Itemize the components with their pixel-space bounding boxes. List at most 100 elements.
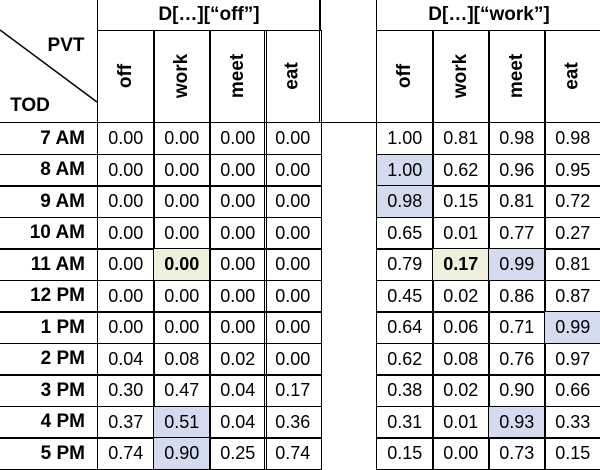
row-label: 5 PM bbox=[0, 437, 98, 470]
value-cell: 0.08 bbox=[153, 342, 211, 376]
gap-header bbox=[319, 0, 377, 123]
row-label: 8 AM bbox=[0, 153, 98, 187]
column-header: meet bbox=[209, 29, 267, 123]
column-header: work bbox=[432, 29, 490, 123]
value-cell: 0.00 bbox=[264, 122, 322, 155]
value-cell: 0.95 bbox=[544, 153, 600, 187]
value-cell: 0.77 bbox=[488, 216, 546, 250]
value-cell: 0.36 bbox=[264, 405, 322, 439]
value-cell: 0.74 bbox=[97, 437, 155, 470]
value-cell: 0.65 bbox=[376, 216, 434, 250]
column-header-text: meet bbox=[505, 54, 527, 99]
row-label: 4 PM bbox=[0, 405, 98, 439]
column-header-text: off bbox=[114, 64, 136, 89]
value-cell: 0.04 bbox=[97, 342, 155, 376]
value-cell: 0.01 bbox=[432, 216, 490, 250]
value-cell: 0.72 bbox=[544, 185, 600, 218]
value-cell: 0.98 bbox=[488, 122, 546, 155]
column-header-text: meet bbox=[226, 54, 248, 99]
value-cell: 0.15 bbox=[432, 185, 490, 218]
value-cell: 0.47 bbox=[153, 374, 211, 407]
value-cell: 1.00 bbox=[376, 153, 434, 187]
value-cell: 0.00 bbox=[153, 279, 211, 313]
corner-top: PVT bbox=[47, 35, 85, 56]
row-label: 3 PM bbox=[0, 374, 98, 407]
value-cell: 0.17 bbox=[432, 248, 490, 281]
value-cell: 0.00 bbox=[209, 216, 267, 250]
value-cell: 0.96 bbox=[488, 153, 546, 187]
value-cell: 0.00 bbox=[264, 248, 322, 281]
value-cell: 0.00 bbox=[97, 311, 155, 344]
row-label: 2 PM bbox=[0, 342, 98, 376]
value-cell: 0.00 bbox=[97, 216, 155, 250]
corner-bottom: TOD bbox=[10, 95, 50, 116]
row-label: 12 PM bbox=[0, 279, 98, 313]
column-header-text: eat bbox=[281, 62, 303, 90]
value-cell: 0.15 bbox=[376, 437, 434, 470]
value-cell: 0.04 bbox=[209, 405, 267, 439]
value-cell: 0.00 bbox=[97, 122, 155, 155]
column-header-text: off bbox=[393, 64, 415, 89]
column-header: eat bbox=[264, 29, 322, 123]
value-cell: 0.87 bbox=[544, 279, 600, 313]
value-cell: 0.00 bbox=[209, 153, 267, 187]
value-cell: 0.01 bbox=[432, 405, 490, 439]
column-header: eat bbox=[544, 29, 600, 123]
value-cell: 0.00 bbox=[153, 185, 211, 218]
value-cell: 0.08 bbox=[432, 342, 490, 376]
column-header-text: work bbox=[449, 54, 471, 99]
column-header-text: work bbox=[170, 54, 192, 99]
corner-diagonal bbox=[0, 29, 98, 103]
value-cell: 0.27 bbox=[544, 216, 600, 250]
value-cell: 0.90 bbox=[153, 437, 211, 470]
column-header: work bbox=[153, 29, 211, 123]
value-cell: 0.25 bbox=[209, 437, 267, 470]
value-cell: 0.00 bbox=[97, 279, 155, 313]
value-cell: 0.00 bbox=[97, 185, 155, 218]
value-cell: 0.62 bbox=[432, 153, 490, 187]
value-cell: 0.99 bbox=[544, 311, 600, 344]
value-cell: 0.37 bbox=[97, 405, 155, 439]
value-cell: 0.02 bbox=[432, 279, 490, 313]
value-cell: 0.66 bbox=[544, 374, 600, 407]
value-cell: 0.00 bbox=[209, 248, 267, 281]
value-cell: 0.02 bbox=[209, 342, 267, 376]
value-cell: 0.00 bbox=[264, 279, 322, 313]
value-cell: 0.15 bbox=[544, 437, 600, 470]
value-cell: 0.62 bbox=[376, 342, 434, 376]
value-cell: 1.00 bbox=[376, 122, 434, 155]
row-label: 1 PM bbox=[0, 311, 98, 344]
column-header: meet bbox=[488, 29, 546, 123]
group-header: D[…][“work”] bbox=[376, 0, 600, 31]
value-cell: 0.00 bbox=[153, 153, 211, 187]
row-label: 7 AM bbox=[0, 122, 98, 155]
value-cell: 0.00 bbox=[432, 437, 490, 470]
value-cell: 0.64 bbox=[376, 311, 434, 344]
row-label: 10 AM bbox=[0, 216, 98, 250]
column-header: off bbox=[376, 29, 434, 123]
value-cell: 0.81 bbox=[432, 122, 490, 155]
value-cell: 0.00 bbox=[209, 185, 267, 218]
group-header: D[…][“off”] bbox=[97, 0, 321, 31]
value-cell: 0.98 bbox=[544, 122, 600, 155]
row-label: 11 AM bbox=[0, 248, 98, 281]
value-cell: 0.97 bbox=[544, 342, 600, 376]
value-cell: 0.81 bbox=[488, 185, 546, 218]
value-cell: 0.73 bbox=[488, 437, 546, 470]
value-cell: 0.00 bbox=[97, 153, 155, 187]
value-cell: 0.86 bbox=[488, 279, 546, 313]
value-cell: 0.02 bbox=[432, 374, 490, 407]
value-cell: 0.31 bbox=[376, 405, 434, 439]
value-cell: 0.00 bbox=[209, 279, 267, 313]
value-cell: 0.00 bbox=[264, 342, 322, 376]
column-header-text: eat bbox=[561, 62, 583, 90]
value-cell: 0.00 bbox=[209, 122, 267, 155]
corner-frame bbox=[0, 0, 98, 123]
value-cell: 0.00 bbox=[153, 311, 211, 344]
value-cell: 0.00 bbox=[153, 248, 211, 281]
value-cell: 0.45 bbox=[376, 279, 434, 313]
value-cell: 0.00 bbox=[209, 311, 267, 344]
row-label: 9 AM bbox=[0, 185, 98, 218]
